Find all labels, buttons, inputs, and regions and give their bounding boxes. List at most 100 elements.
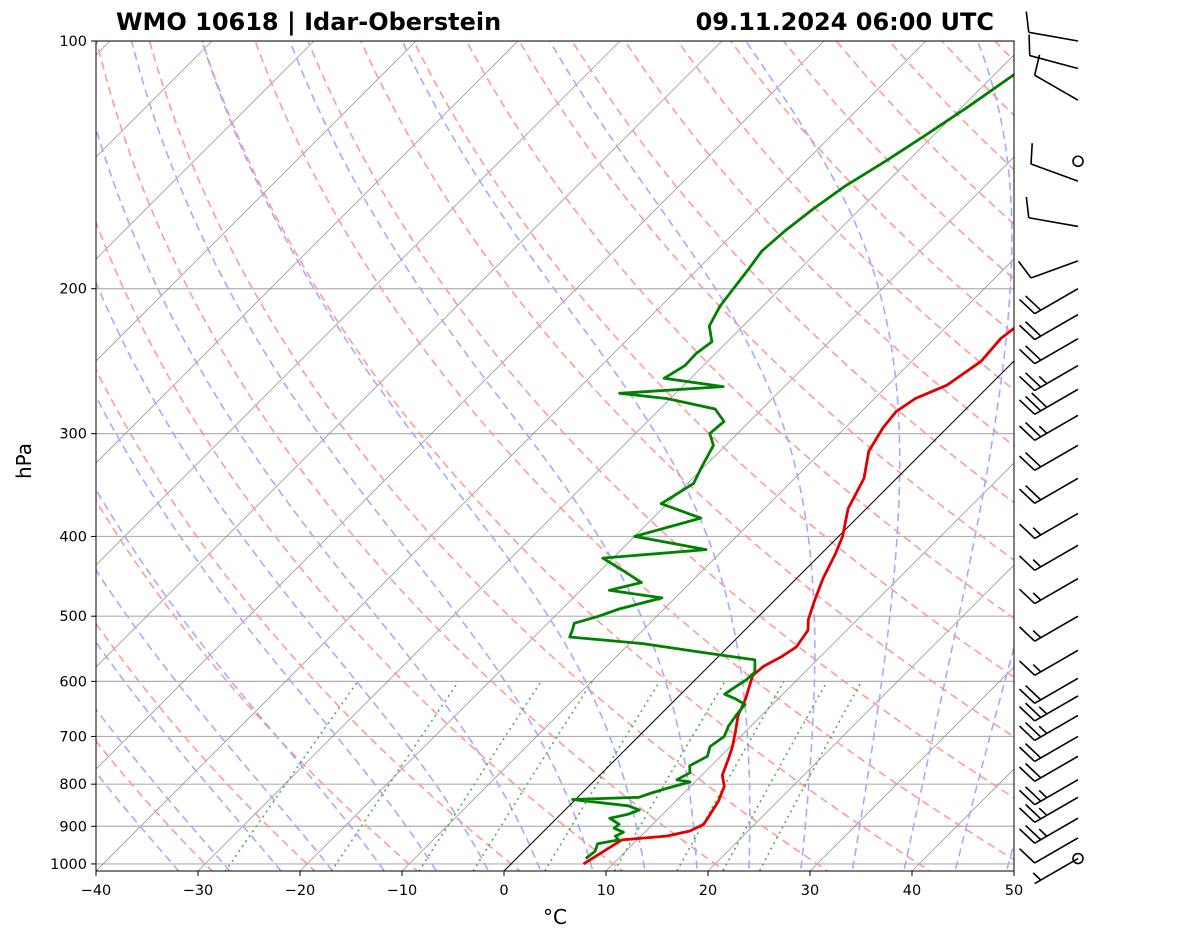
wind-barb [1025,11,1079,42]
wind-barb [1018,755,1079,783]
dry-adiabat [96,41,727,871]
y-tick-label: 200 [59,282,87,298]
wind-barb [1018,615,1079,642]
mixing-ratio-lines [224,680,863,871]
y-axis-ticks: 1000 900 800 700 600 500 400 300 200 100 [50,34,96,873]
dry-adiabat [96,499,419,871]
moist-adiabat-lines [96,41,1014,871]
dry-adiabat [96,220,624,871]
moist-adiabat [549,41,816,871]
mixing-ratio-line [758,681,863,871]
moist-adiabat [130,41,594,871]
wind-barb [1018,649,1079,676]
x-tick-label: −30 [183,883,214,899]
sounding-series [568,72,1014,866]
wind-barb [1018,544,1079,571]
wind-barb [1072,155,1084,168]
isotherm-line [96,41,621,566]
isotherm-line [605,462,1014,871]
y-tick-label: 900 [59,819,87,835]
moist-adiabat [289,41,698,871]
sounding-series-line [582,326,1014,866]
isotherm-line [96,41,315,260]
x-tick-label: −40 [81,883,112,899]
moist-adiabat [96,125,542,871]
dry-adiabat [148,41,829,871]
wind-barb [1017,260,1079,279]
isotherm-line [96,41,519,464]
y-tick-label: 500 [59,609,87,625]
isotherm-line [809,666,1014,871]
zero-isotherm [503,360,1014,871]
dry-adiabat [359,41,1014,738]
x-tick-label: −10 [387,883,418,899]
wind-barb [1018,288,1079,315]
isotherm-line [96,41,417,362]
moist-adiabat [96,280,490,871]
wind-barb [1033,54,1079,101]
y-tick-label: 300 [59,427,87,443]
zero-isotherm-line [503,360,1014,871]
x-axis-ticks: −40 −30 −20 −10 0 10 20 30 40 50 [81,871,1023,899]
chart-title-right: 09.11.2024 06:00 UTC [696,8,994,36]
mixing-ratio-line [330,680,460,871]
dry-adiabat [465,41,1014,620]
x-tick-label: 0 [499,883,508,899]
dry-adiabat [412,41,1014,678]
dry-adiabat [96,622,316,871]
mixing-ratio-line [418,680,542,871]
chart-title-left: WMO 10618 | Idar-Oberstein [116,8,501,36]
mixing-ratio-line [543,680,661,871]
moist-adiabat [96,641,283,871]
isotherm-line [707,564,1014,871]
wind-barb [1018,414,1079,441]
mixing-ratio-line [472,680,593,871]
wind-barb [1018,817,1079,844]
moist-adiabat [96,488,386,871]
wind-barb [1018,778,1079,806]
isotherm-line [197,54,1014,871]
wind-barb [1072,852,1084,865]
wind-barb [1018,364,1079,392]
x-tick-label: 10 [597,883,615,899]
moist-adiabat [96,568,334,871]
moist-adiabat [745,41,901,871]
mixing-ratio-line [675,681,785,871]
wind-barb [1028,34,1079,70]
wind-barb [1018,837,1079,864]
dry-adiabat [96,739,214,871]
mixing-ratio-line [722,681,828,871]
wind-barb [1018,337,1079,365]
isotherm-line [96,41,825,770]
wind-barb [1018,388,1079,415]
y-tick-label: 1000 [50,857,87,873]
isotherm-line [299,156,1014,871]
wind-barb [1018,313,1079,341]
mixing-ratio-line [613,680,726,871]
plot-frame [95,40,1015,872]
wind-barb [1032,857,1079,885]
dry-adiabat [201,41,932,871]
wind-barb [1018,444,1079,472]
wind-barb [1018,735,1079,763]
wind-barb [1018,677,1079,705]
moist-adiabat [201,41,646,871]
x-tick-label: −20 [285,883,316,899]
wind-barb [1030,143,1079,182]
isotherm-line [96,41,723,668]
sounding-series-line [568,72,1014,860]
moist-adiabat [96,394,438,871]
dry-adiabat [676,41,1014,391]
y-tick-label: 600 [59,674,87,690]
isotherm-line [401,258,1014,871]
dry-adiabat [624,41,1014,448]
x-tick-label: 30 [801,883,819,899]
wind-barb [1018,477,1079,505]
y-axis-label: hPa [12,443,36,479]
dry-adiabat [571,41,1014,504]
y-tick-label: 800 [59,777,87,793]
x-tick-label: 40 [903,883,921,899]
moist-adiabat [902,41,1013,871]
mixing-ratio-line [224,680,359,871]
